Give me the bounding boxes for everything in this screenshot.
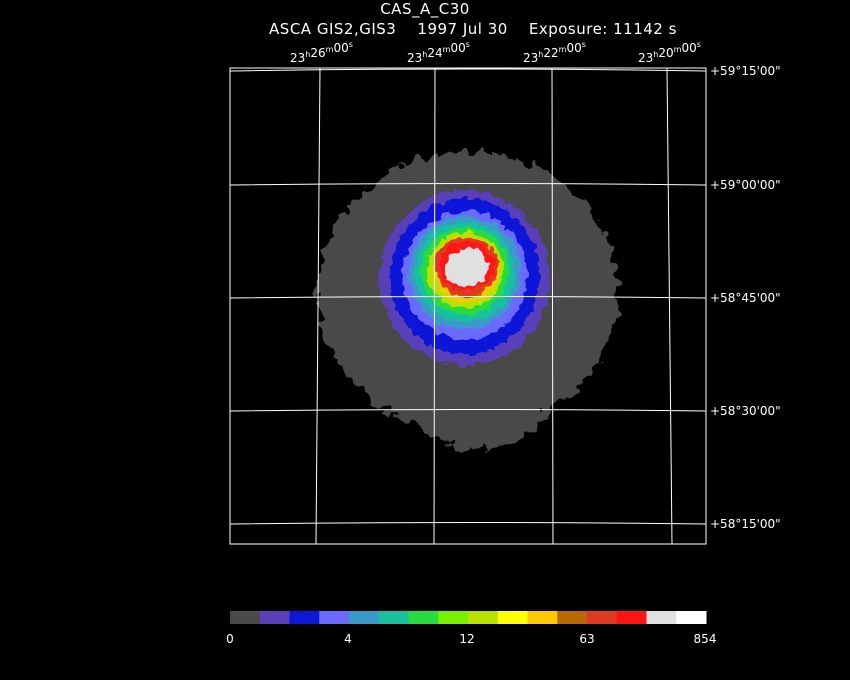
colorbar-swatch <box>289 611 320 624</box>
ra-line-23-26 <box>315 67 321 545</box>
colorbar-swatch <box>646 611 677 624</box>
coordinate-grid <box>229 67 707 545</box>
colorbar-swatch <box>319 611 350 624</box>
colorbar-swatch <box>557 611 588 624</box>
colorbar-swatch <box>587 611 618 624</box>
dec-label: +59°00'00" <box>710 178 781 192</box>
plot-frame <box>229 67 707 545</box>
ra-line-23-20 <box>666 67 673 545</box>
dec-line-58-30 <box>229 409 707 412</box>
ra-label: 23h22m00s <box>523 40 586 65</box>
ra-label: 23h20m00s <box>638 40 701 65</box>
colorbar-swatch <box>259 611 290 624</box>
dec-line-58-45 <box>229 296 707 299</box>
dec-label: +58°15'00" <box>710 517 781 531</box>
colorbar-tick-label: 12 <box>459 632 474 646</box>
colorbar-swatch <box>497 611 528 624</box>
white-core <box>445 248 489 288</box>
dec-label: +58°45'00" <box>710 291 781 305</box>
object-title: CAS_A_C30 <box>380 0 470 18</box>
ra-label: 23h24m00s <box>407 40 470 65</box>
dec-label: +59°15'00" <box>710 64 781 78</box>
colorbar-tick-labels: 0 4 12 63 854 <box>226 632 716 646</box>
dec-label: +58°30'00" <box>710 404 781 418</box>
colorbar-swatch <box>378 611 409 624</box>
colorbar-swatch <box>468 611 499 624</box>
ra-line-23-22 <box>551 67 554 545</box>
observation-subtitle: ASCA GIS2,GIS3 1997 Jul 30 Exposure: 111… <box>269 20 677 38</box>
colorbar-swatch <box>408 611 439 624</box>
colorbar-tick-label: 854 <box>694 632 717 646</box>
colorbar-swatch <box>438 611 469 624</box>
colorbar-swatch <box>616 611 647 624</box>
dec-axis-labels: +59°15'00" +59°00'00" +58°45'00" +58°30'00"… <box>710 64 781 531</box>
gray-halo-lower <box>410 340 550 450</box>
dec-line-59-00 <box>229 183 707 186</box>
xray-intensity-image <box>318 152 618 450</box>
dec-line-59-15 <box>229 68 707 72</box>
colorbar-swatch <box>349 611 380 624</box>
colorbar-swatch <box>527 611 558 624</box>
colorbar-tick-label: 0 <box>226 632 234 646</box>
colorbar-swatch <box>230 611 261 624</box>
ra-axis-labels: 23h26m00s 23h24m00s 23h22m00s 23h20m00s <box>290 40 701 65</box>
colorbar-tick-label: 4 <box>344 632 352 646</box>
colorbar <box>230 611 707 624</box>
colorbar-swatch <box>676 611 707 624</box>
dec-line-58-15 <box>229 522 707 525</box>
colorbar-tick-label: 63 <box>579 632 594 646</box>
ra-label: 23h26m00s <box>290 40 353 65</box>
ra-line-23-24 <box>433 67 436 545</box>
